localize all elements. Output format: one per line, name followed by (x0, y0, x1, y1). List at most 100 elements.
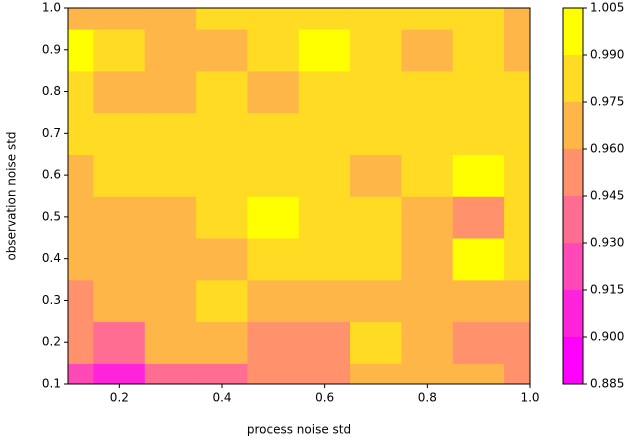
contour-cell (247, 153, 300, 197)
contour-cell (196, 28, 249, 72)
contour-cell (504, 279, 530, 323)
contour-cell (196, 153, 249, 197)
contour-cell (350, 28, 403, 72)
y-tick-label: 0.6 (42, 168, 61, 182)
contour-cell (93, 237, 146, 281)
contour-cell (247, 321, 300, 364)
contour-cell (247, 28, 300, 72)
contour-cell (298, 237, 352, 281)
y-tick-label: 0.9 (42, 42, 61, 56)
contour-cell (401, 112, 454, 155)
contour-cell (298, 112, 352, 155)
contour-area (68, 8, 530, 384)
colorbar-tick-label: 0.990 (590, 48, 624, 62)
contour-cell (350, 321, 403, 364)
contour-cell (247, 70, 300, 114)
contour-cell (401, 28, 454, 72)
contour-cell (247, 237, 300, 281)
colorbar-tick-label: 0.930 (590, 236, 624, 250)
contour-cell (452, 70, 506, 114)
y-tick-label: 0.5 (42, 209, 61, 223)
colorbar-band (563, 196, 583, 243)
contour-cell (144, 195, 198, 239)
contour-cell (93, 153, 146, 197)
contour-cell (452, 279, 506, 323)
contour-cell (196, 237, 249, 281)
y-tick-label: 0.3 (42, 293, 61, 307)
colorbar-band (563, 290, 583, 337)
colorbar-band (563, 337, 583, 384)
contour-cell (196, 70, 249, 114)
contour-cell (504, 321, 530, 364)
contour-cell (68, 70, 95, 114)
contour-cell (298, 279, 352, 323)
contour-cell (93, 195, 146, 239)
contour-cell (452, 153, 506, 197)
x-tick-label: 0.8 (418, 391, 437, 405)
contour-cell (504, 28, 530, 72)
colorbar-tick-label: 0.900 (590, 330, 624, 344)
colorbar-tick-label: 0.975 (590, 95, 624, 109)
y-tick-label: 0.4 (42, 251, 61, 265)
x-tick-label: 1.0 (520, 391, 539, 405)
colorbar-tick-label: 0.885 (590, 377, 624, 391)
contour-cell (196, 321, 249, 364)
contour-cell (401, 153, 454, 197)
contour-cell (93, 28, 146, 72)
contour-cell (504, 70, 530, 114)
y-tick-label: 0.1 (42, 377, 61, 391)
colorbar-band (563, 149, 583, 196)
plot-frame (67, 7, 531, 385)
contour-cell (452, 28, 506, 72)
y-tick-label: 0.7 (42, 126, 61, 140)
contour-cell (350, 112, 403, 155)
y-tick-label: 0.8 (42, 84, 61, 98)
colorbar-tick-label: 0.915 (590, 283, 624, 297)
contour-cell (93, 70, 146, 114)
contour-cell (144, 153, 198, 197)
y-axis-label: observation noise std (5, 131, 19, 260)
contour-cell (144, 70, 198, 114)
x-tick-label: 0.2 (110, 391, 129, 405)
colorbar-tick-label: 1.005 (590, 1, 624, 15)
contour-cell (401, 279, 454, 323)
contour-cell (350, 8, 403, 30)
contour-cell (298, 321, 352, 364)
contour-cell (93, 321, 146, 364)
contour-cell (144, 237, 198, 281)
contour-cell (452, 195, 506, 239)
contour-cell (298, 153, 352, 197)
contour-cell (350, 195, 403, 239)
contour-cell (196, 195, 249, 239)
contour-cell (401, 321, 454, 364)
contour-cell (504, 237, 530, 281)
contour-cell (247, 195, 300, 239)
contour-cell (350, 237, 403, 281)
contour-cell (93, 279, 146, 323)
contour-cell (144, 8, 198, 30)
contour-cell (401, 195, 454, 239)
contour-cell (350, 153, 403, 197)
contour-cell (504, 153, 530, 197)
colorbar-band (563, 55, 583, 102)
contour-cell (298, 28, 352, 72)
colorbar-band (563, 8, 583, 55)
contour-cell (247, 8, 300, 30)
contour-cell (298, 8, 352, 30)
contour-cell (298, 195, 352, 239)
contour-cell (452, 8, 506, 30)
contour-cell (504, 195, 530, 239)
x-axis-label: process noise std (247, 423, 351, 437)
contour-cell (350, 279, 403, 323)
contour-cell (196, 8, 249, 30)
contour-cell (401, 8, 454, 30)
contour-cell (350, 70, 403, 114)
contour-cell (144, 279, 198, 323)
contour-cell (452, 112, 506, 155)
contour-cell (196, 279, 249, 323)
x-tick-label: 0.4 (212, 391, 231, 405)
contour-cell (144, 28, 198, 72)
contour-cell (452, 237, 506, 281)
x-tick-label: 0.6 (315, 391, 334, 405)
